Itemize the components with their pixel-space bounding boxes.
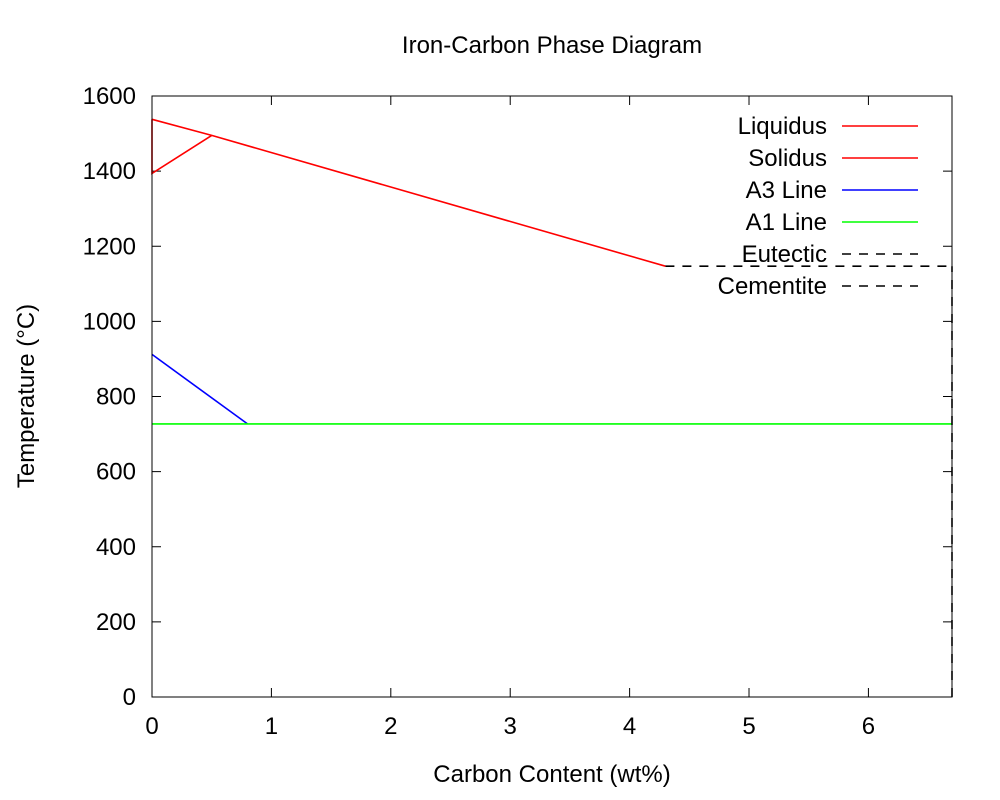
series-layer: [151, 118, 953, 697]
series-line-0: [151, 118, 666, 267]
y-tick-label: 600: [96, 459, 136, 486]
plot-frame: [151, 95, 953, 698]
legend-label: Liquidus: [738, 113, 827, 140]
axis-ticks: 0 1 2 3 4 5 6 0 200 400 600 800 1000 1200 1400 1600: [83, 83, 952, 740]
y-tick-label: 800: [96, 384, 136, 411]
y-tick-label: 1200: [83, 233, 136, 260]
y-tick-label: 0: [123, 684, 136, 711]
x-tick-label: 1: [265, 713, 278, 740]
y-tick-label: 1600: [83, 83, 136, 110]
chart-title: Iron-Carbon Phase Diagram: [402, 32, 702, 59]
x-tick-label: 4: [623, 713, 636, 740]
series-line-2: [151, 353, 248, 425]
y-tick-label: 1400: [83, 158, 136, 185]
y-tick-label: 1000: [83, 308, 136, 335]
legend-label: Eutectic: [742, 241, 827, 268]
legend-label: Cementite: [718, 273, 827, 300]
x-axis-label: Carbon Content (wt%): [433, 761, 670, 788]
x-tick-label: 3: [504, 713, 517, 740]
y-tick-label: 400: [96, 534, 136, 561]
x-tick-label: 0: [145, 713, 158, 740]
legend-label: Solidus: [748, 145, 827, 172]
legend: Liquidus Solidus A3 Line A1 Line Eutectic Cem…: [718, 113, 918, 300]
legend-label: A3 Line: [746, 177, 827, 204]
y-tick-label: 200: [96, 609, 136, 636]
x-tick-label: 5: [742, 713, 755, 740]
legend-label: A1 Line: [746, 209, 827, 236]
y-axis-label: Temperature (°C): [13, 304, 40, 488]
x-tick-label: 2: [384, 713, 397, 740]
x-tick-label: 6: [862, 713, 875, 740]
